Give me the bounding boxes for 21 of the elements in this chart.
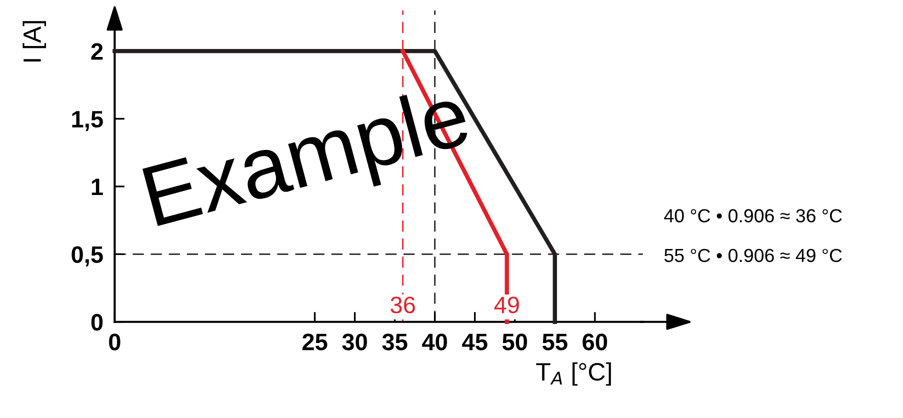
y-tick-label: 0 <box>91 314 103 331</box>
x-tick-label: 40 <box>422 334 447 350</box>
x-tick-label: 0 <box>109 334 120 350</box>
annotation: Example <box>142 82 476 244</box>
annotation: 36 <box>390 296 415 314</box>
x-axis-title: T$_{A}$ [°C] <box>536 362 611 386</box>
text: 55 °C • 0.906 ≈ 49 °C <box>664 248 842 262</box>
x-tick-label: 55 <box>542 334 568 350</box>
x-tick-label: 25 <box>302 334 328 350</box>
annotation: 49 <box>494 296 519 314</box>
y-tick-label: 2 <box>91 43 103 60</box>
y-axis-title: I [A] <box>22 21 46 62</box>
x-tick-label: 60 <box>582 334 608 350</box>
y-tick-label: 1,5 <box>72 111 103 131</box>
x-tick-label: 45 <box>462 334 488 350</box>
x-tick-label: 50 <box>502 334 528 350</box>
y-tick-label: 0,5 <box>72 246 103 266</box>
y-tick-label: 1 <box>92 178 103 196</box>
x-tick-label: 35 <box>382 334 408 350</box>
x-tick-label: 30 <box>342 334 367 350</box>
text: 40 °C • 0.906 ≈ 36 °C <box>664 209 842 222</box>
